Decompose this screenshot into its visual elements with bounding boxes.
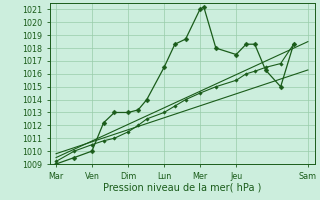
X-axis label: Pression niveau de la mer( hPa ): Pression niveau de la mer( hPa ) — [103, 182, 261, 192]
